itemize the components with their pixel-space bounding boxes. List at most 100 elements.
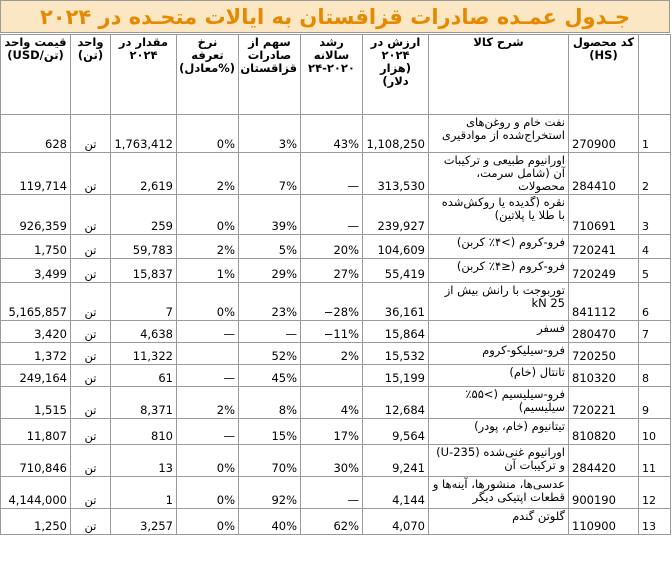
share-cell: 15%: [238, 418, 301, 445]
value-cell: 15,864: [362, 320, 429, 343]
hs-code-cell: 841112: [568, 282, 639, 321]
hs-code-cell: 720241: [568, 234, 639, 259]
row-number-cell: 4: [638, 234, 671, 259]
header-hs: کد محصول (HS): [568, 34, 639, 115]
tariff-cell: 0%: [176, 444, 239, 477]
description-cell: نفت خام و روغن‌های استخراج‌شده از موادقی…: [428, 114, 569, 153]
share-cell: 52%: [238, 342, 301, 365]
share-cell: 45%: [238, 364, 301, 387]
price-cell: 1,515: [0, 386, 71, 419]
table-row: 926,359 تن 259 0% 39% —239,927 نقره (گدیده یا …: [0, 194, 671, 235]
description-cell: گلوتن گندم: [428, 508, 569, 535]
description-cell: عدسی‌ها، منشورها، آینه‌ها و قطعات اپتیکی…: [428, 476, 569, 509]
row-number-cell: 10: [638, 418, 671, 445]
table-row: 3,499 تن 15,837 1% 29% 27% 55,419 فرو-کروم (≤۴٪…: [0, 258, 671, 283]
value-cell: 55,419: [362, 258, 429, 283]
unit-cell: تن: [70, 194, 111, 235]
header-qty: مقدار در ۲۰۲۴: [110, 34, 177, 115]
price-cell: 249,164: [0, 364, 71, 387]
description-cell: تانتال (خام): [428, 364, 569, 387]
row-number-cell: 7: [638, 320, 671, 343]
header-index: [638, 34, 671, 115]
description-cell: نقره (گدیده یا روکش‌شده با طلا یا پلاتین…: [428, 194, 569, 235]
price-cell: 1,250: [0, 508, 71, 535]
row-number-cell: 5: [638, 258, 671, 283]
growth-cell: 27%: [300, 258, 363, 283]
qty-cell: 61: [110, 364, 177, 387]
header-price: قیمت واحد (USD/تن): [0, 34, 71, 115]
price-cell: 1,750: [0, 234, 71, 259]
unit-cell: تن: [70, 364, 111, 387]
row-number-cell: 13: [638, 508, 671, 535]
qty-cell: 11,322: [110, 342, 177, 365]
header-tariff: نرخ تعرفه (%معادل): [176, 34, 239, 115]
description-cell: تیتانیوم (خام، پودر): [428, 418, 569, 445]
value-cell: 12,684: [362, 386, 429, 419]
table-row: 11,807 تن 810—15% 17% 9,564 تیتانیوم (خام، پو…: [0, 418, 671, 445]
unit-cell: تن: [70, 386, 111, 419]
share-cell: 8%: [238, 386, 301, 419]
growth-cell: 2%: [300, 342, 363, 365]
qty-cell: 2,619: [110, 152, 177, 195]
qty-cell: 4,638: [110, 320, 177, 343]
description-cell: فرو-کروم (>۴٪ کربن): [428, 234, 569, 259]
tariff-cell: 1%: [176, 258, 239, 283]
row-number-cell: 11: [638, 444, 671, 477]
value-cell: 15,532: [362, 342, 429, 365]
description-cell: فرو-سیلیسیم (>۵۵٪ سیلیسیم): [428, 386, 569, 419]
table-row: 4,144,000 تن 1 0% 92% —4,144 عدسی‌ها، منشورها،…: [0, 476, 671, 509]
price-cell: 11,807: [0, 418, 71, 445]
growth-cell: −11%: [300, 320, 363, 343]
header-unit: واحد (تن): [70, 34, 111, 115]
price-cell: 1,372: [0, 342, 71, 365]
header-desc: شرح کالا: [428, 34, 569, 115]
description-cell: اورانیوم غنی‌شده (U-235) و ترکیبات آن: [428, 444, 569, 477]
tariff-cell: 2%: [176, 234, 239, 259]
tariff-cell: 0%: [176, 476, 239, 509]
qty-cell: 810: [110, 418, 177, 445]
table-row: 1,250 تن 3,257 0% 40% 62% 4,070 گلوتن گندم 11090…: [0, 508, 671, 535]
table-row: 3,420 تن 4,638— — −11% 15,864 فسفر 280470 7: [0, 320, 671, 343]
price-cell: 926,359: [0, 194, 71, 235]
growth-cell: 30%: [300, 444, 363, 477]
value-cell: 313,530: [362, 152, 429, 195]
row-number-cell: 9: [638, 386, 671, 419]
hs-code-cell: 110900: [568, 508, 639, 535]
growth-cell: —: [300, 194, 363, 235]
value-cell: 15,199: [362, 364, 429, 387]
tariff-cell: —: [176, 320, 239, 343]
tariff-cell: 2%: [176, 152, 239, 195]
growth-cell: 43%: [300, 114, 363, 153]
unit-cell: تن: [70, 342, 111, 365]
row-number-cell: 6: [638, 282, 671, 321]
share-cell: —: [238, 320, 301, 343]
growth-cell: 20%: [300, 234, 363, 259]
hs-code-cell: 284410: [568, 152, 639, 195]
description-cell: فسفر: [428, 320, 569, 343]
hs-code-cell: 270900: [568, 114, 639, 153]
tariff-cell: [176, 342, 239, 365]
row-number-cell: 2: [638, 152, 671, 195]
table-row: 119,714 تن 2,619 2% 7% —313,530 اورانیوم طبیعی…: [0, 152, 671, 195]
unit-cell: تن: [70, 508, 111, 535]
share-cell: 23%: [238, 282, 301, 321]
description-cell: توربوجت با رانش بیش از 25 kN: [428, 282, 569, 321]
growth-cell: 17%: [300, 418, 363, 445]
header-growth: رشد سالانه ۲۰۲۰-۲۴: [300, 34, 363, 115]
growth-cell: [300, 364, 363, 387]
unit-cell: تن: [70, 476, 111, 509]
table-row: 1,750 تن 59,783 2% 5% 20% 104,609 فرو-کروم (>۴٪…: [0, 234, 671, 259]
share-cell: 5%: [238, 234, 301, 259]
share-cell: 40%: [238, 508, 301, 535]
hs-code-cell: 284420: [568, 444, 639, 477]
value-cell: 36,161: [362, 282, 429, 321]
table-title: جـدول عمـده صادرات قزاقستان به ایالات مت…: [0, 0, 670, 33]
share-cell: 70%: [238, 444, 301, 477]
hs-code-cell: 900190: [568, 476, 639, 509]
qty-cell: 259: [110, 194, 177, 235]
hs-code-cell: 280470: [568, 320, 639, 343]
value-cell: 9,564: [362, 418, 429, 445]
tariff-cell: 0%: [176, 508, 239, 535]
unit-cell: تن: [70, 444, 111, 477]
